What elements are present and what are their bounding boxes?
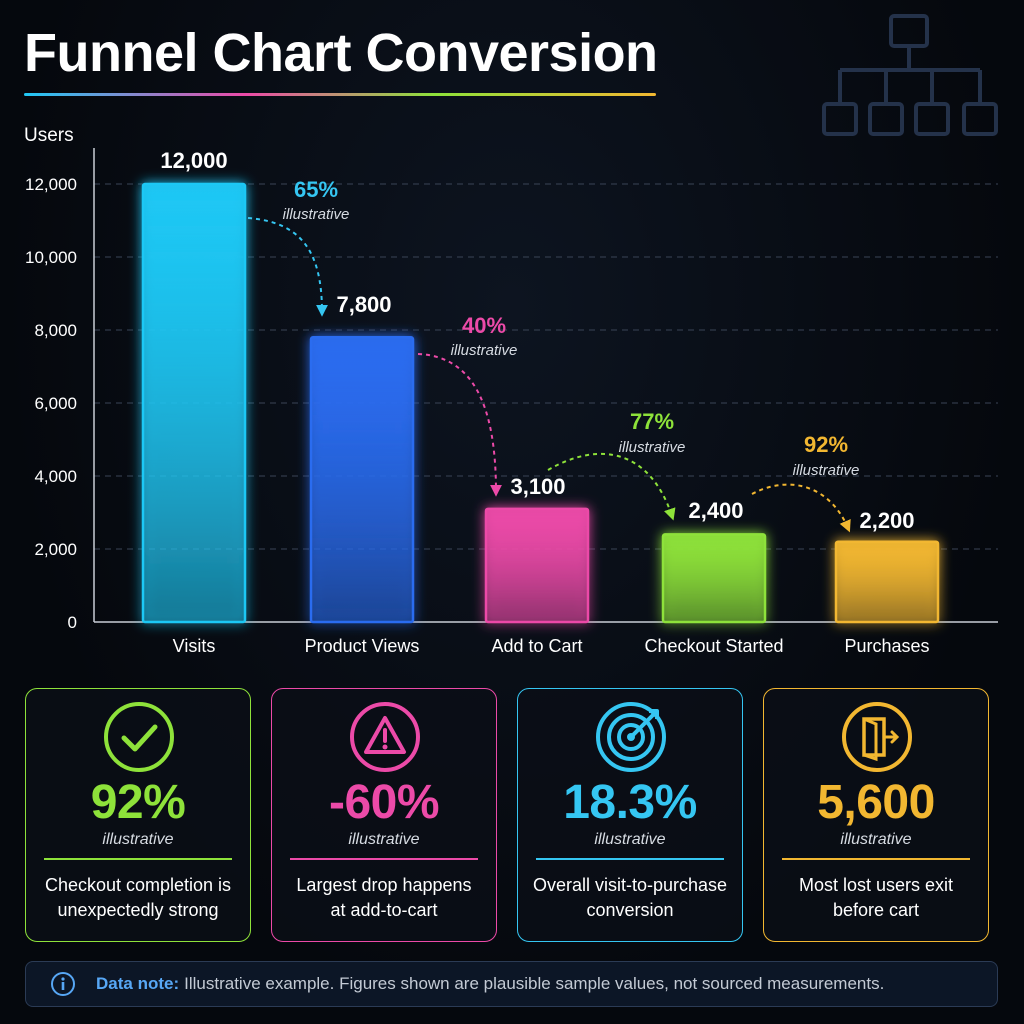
bar-value-label: 2,200 <box>859 508 914 533</box>
bar-purchases <box>834 540 940 624</box>
bar-product-views <box>309 336 415 624</box>
card-subtitle: illustrative <box>348 831 420 848</box>
card-description: Largest drop happens at add-to-cart <box>282 873 486 923</box>
y-axis-label: Users <box>24 125 74 146</box>
bar-value-label: 2,400 <box>688 498 743 523</box>
card-description-line: at add-to-cart <box>330 900 438 920</box>
x-tick-label: Product Views <box>305 636 420 656</box>
card-subtitle: illustrative <box>594 831 666 848</box>
card-description-line: Most lost users exit <box>798 875 954 895</box>
exit-door-icon <box>842 702 912 772</box>
title-underline <box>24 93 656 96</box>
x-tick-label: Checkout Started <box>644 636 783 656</box>
y-tick-label: 10,000 <box>25 248 77 267</box>
info-icon <box>51 972 75 996</box>
y-tick-label: 12,000 <box>25 175 77 194</box>
bar-visits <box>141 182 247 624</box>
card-subtitle: illustrative <box>102 831 174 848</box>
transition-arrow <box>247 217 328 317</box>
data-note-banner: Data note: Illustrative example. Figures… <box>25 961 998 1007</box>
transition-percent-label: 65% <box>294 177 338 202</box>
y-tick-label: 4,000 <box>34 467 77 486</box>
card-value: 92% <box>90 776 186 829</box>
bar-value-label: 7,800 <box>336 292 391 317</box>
card-description: Checkout completion is unexpectedly stro… <box>36 873 240 923</box>
data-note-label: Data note: <box>96 974 180 993</box>
check-circle-icon <box>104 702 174 772</box>
transition-note-label: illustrative <box>619 439 686 456</box>
x-tick-label: Purchases <box>844 636 929 656</box>
card-value: -60% <box>328 776 440 829</box>
funnel-bar-chart: Users 0 2,000 4,000 6,000 8,000 10,000 12,000 Vi… <box>24 125 998 656</box>
card-divider <box>44 858 232 860</box>
transition-arrow <box>547 452 676 521</box>
card-description: Most lost users exit before cart <box>774 873 978 923</box>
insight-card-overall: 18.3% illustrative Overall visit-to-purc… <box>517 688 743 942</box>
data-note-text: Illustrative example. Figures shown are … <box>184 974 885 993</box>
transition-percent-label: 77% <box>630 409 674 434</box>
y-tick-label: 2,000 <box>34 540 77 559</box>
insight-card-checkout: 92% illustrative Checkout completion is … <box>25 688 251 942</box>
transition-note-label: illustrative <box>451 342 518 359</box>
bar-value-label: 12,000 <box>160 148 227 173</box>
x-tick-label: Visits <box>173 636 216 656</box>
card-description-line: Largest drop happens <box>296 875 472 895</box>
card-divider <box>536 858 724 860</box>
card-divider <box>290 858 478 860</box>
card-description-line: Overall visit-to-purchase <box>532 875 728 895</box>
transition-percent-label: 40% <box>462 313 506 338</box>
bar-value-label: 3,100 <box>510 474 565 499</box>
page-title: Funnel Chart Conversion <box>24 23 658 83</box>
transition-note-label: illustrative <box>793 462 860 479</box>
card-description-line: conversion <box>586 900 674 920</box>
transition-arrow <box>417 353 502 497</box>
bar-add-to-cart <box>484 507 590 624</box>
bar-checkout-started <box>661 533 767 624</box>
card-value: 18.3% <box>563 776 697 829</box>
y-tick-label: 8,000 <box>34 321 77 340</box>
org-chart-icon <box>822 14 998 136</box>
target-icon <box>596 702 666 772</box>
warning-triangle-icon <box>350 702 420 772</box>
insight-card-lost: 5,600 illustrative Most lost users exit … <box>763 688 989 942</box>
x-tick-label: Add to Cart <box>491 636 582 656</box>
card-value: 5,600 <box>817 776 935 829</box>
transition-note-label: illustrative <box>283 206 350 223</box>
card-divider <box>782 858 970 860</box>
card-description: Overall visit-to-purchase conversion <box>528 873 732 923</box>
y-tick-label: 6,000 <box>34 394 77 413</box>
card-subtitle: illustrative <box>840 831 912 848</box>
card-description-line: before cart <box>832 900 920 920</box>
card-description-line: Checkout completion is <box>44 875 232 895</box>
insight-card-drop: -60% illustrative Largest drop happens a… <box>271 688 497 942</box>
transition-percent-label: 92% <box>804 432 848 457</box>
card-description-line: unexpectedly strong <box>57 900 219 920</box>
transition-arrow <box>751 483 851 533</box>
y-tick-label: 0 <box>68 613 77 632</box>
